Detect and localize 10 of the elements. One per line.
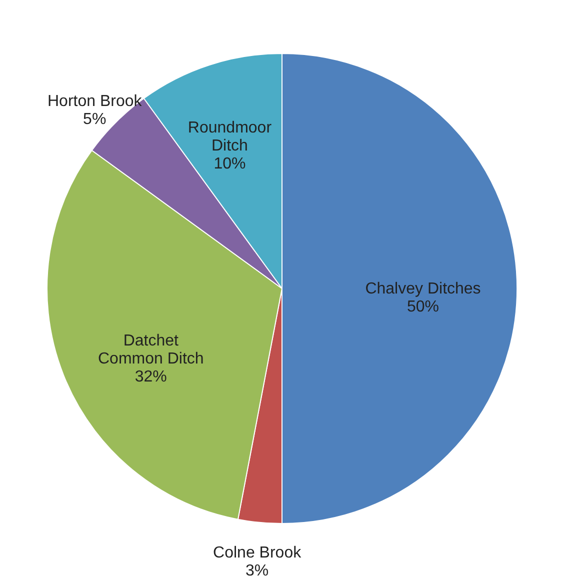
slice-label: Datchet Common Ditch bbox=[98, 332, 204, 368]
slice-label: Roundmoor Ditch bbox=[188, 120, 272, 155]
data-label: 50% bbox=[406, 298, 440, 316]
data-label: 3% bbox=[246, 562, 269, 577]
data-label: 10% bbox=[214, 156, 246, 173]
slice-label: Colne Brook bbox=[213, 544, 302, 562]
data-label: 32% bbox=[134, 368, 167, 386]
slice-label: Chalvey Ditches bbox=[365, 280, 481, 298]
data-label: 5% bbox=[83, 111, 106, 128]
slice-label: Horton Brook bbox=[47, 93, 143, 110]
